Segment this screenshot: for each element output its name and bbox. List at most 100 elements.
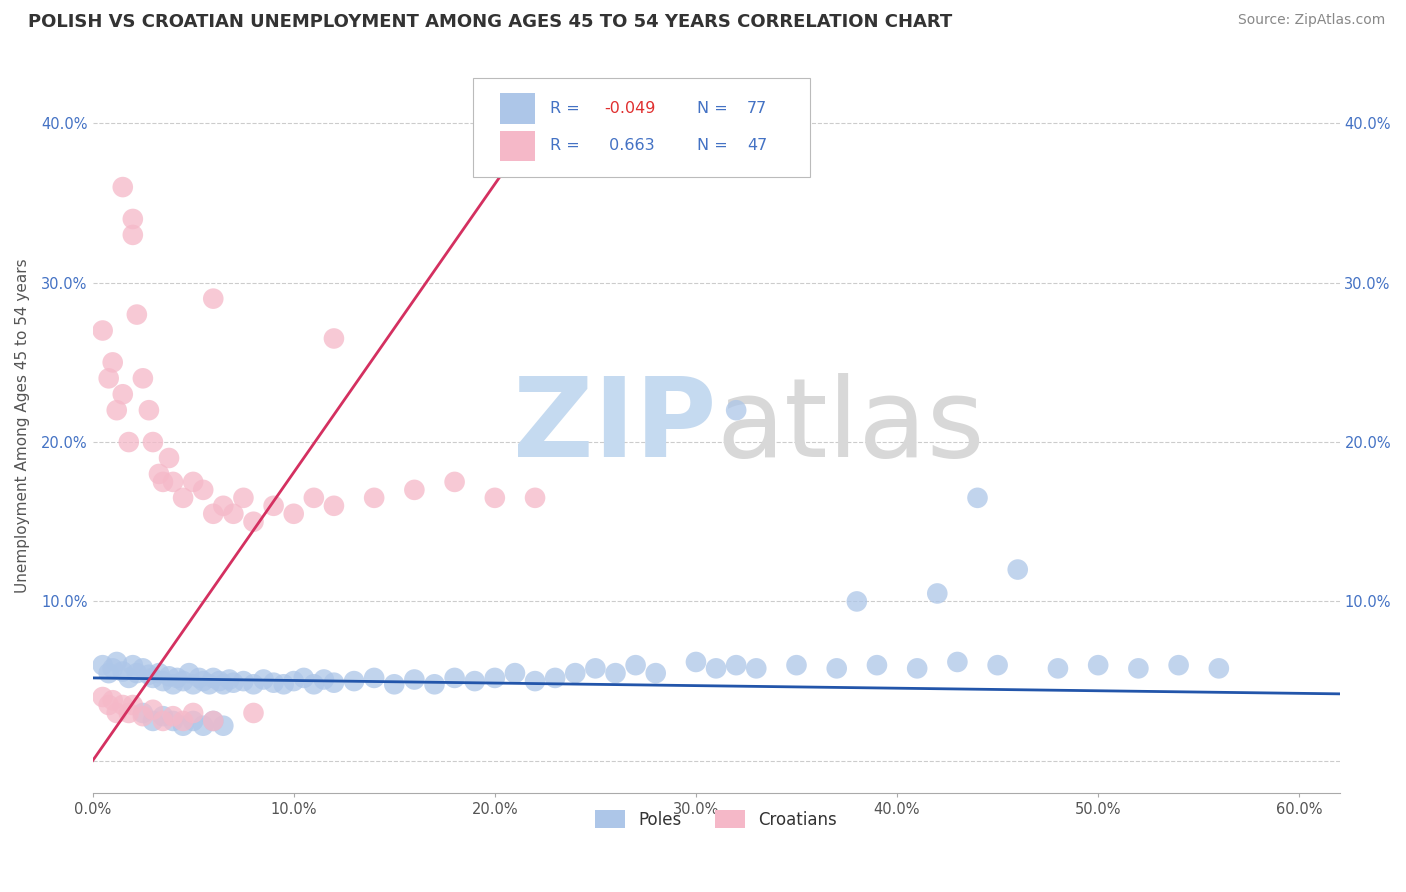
FancyBboxPatch shape	[472, 78, 810, 177]
Point	[685, 655, 707, 669]
Point	[142, 703, 165, 717]
Point	[121, 211, 143, 226]
Point	[125, 308, 148, 322]
Point	[172, 491, 194, 505]
Point	[302, 677, 325, 691]
Point	[181, 706, 204, 720]
Text: R =: R =	[550, 102, 585, 116]
Point	[423, 677, 446, 691]
Point	[323, 675, 346, 690]
Point	[343, 674, 366, 689]
Point	[987, 658, 1010, 673]
Point	[605, 666, 627, 681]
Point	[232, 491, 254, 505]
Point	[152, 475, 174, 489]
Point	[91, 324, 114, 338]
Point	[404, 483, 426, 497]
Point	[97, 698, 120, 712]
Point	[111, 387, 134, 401]
Point	[148, 666, 170, 681]
Point	[323, 331, 346, 345]
Point	[242, 515, 264, 529]
Point	[222, 507, 245, 521]
Point	[263, 675, 285, 690]
Point	[1208, 661, 1230, 675]
Text: atlas: atlas	[716, 373, 984, 480]
Point	[443, 475, 465, 489]
Point	[105, 706, 128, 720]
Text: N =: N =	[697, 102, 733, 116]
Point	[193, 719, 215, 733]
Point	[242, 677, 264, 691]
Point	[283, 507, 305, 521]
FancyBboxPatch shape	[501, 130, 536, 161]
Point	[111, 665, 134, 679]
Point	[218, 673, 240, 687]
Point	[142, 435, 165, 450]
Point	[464, 674, 486, 689]
Point	[363, 671, 385, 685]
Point	[725, 658, 748, 673]
Text: ZIP: ZIP	[513, 373, 716, 480]
Point	[404, 673, 426, 687]
Point	[152, 674, 174, 689]
Point	[283, 674, 305, 689]
Point	[583, 661, 606, 675]
Point	[101, 693, 124, 707]
Point	[105, 655, 128, 669]
Text: 47: 47	[747, 138, 768, 153]
Point	[157, 669, 180, 683]
Point	[152, 709, 174, 723]
Point	[101, 661, 124, 675]
Point	[786, 658, 808, 673]
Point	[252, 673, 274, 687]
Point	[181, 714, 204, 728]
Point	[111, 180, 134, 194]
Text: N =: N =	[697, 138, 733, 153]
Point	[132, 709, 155, 723]
Point	[363, 491, 385, 505]
Point	[181, 677, 204, 691]
Legend: Poles, Croatians: Poles, Croatians	[588, 804, 844, 836]
Point	[198, 677, 221, 691]
Point	[524, 491, 547, 505]
Point	[564, 666, 586, 681]
Point	[382, 677, 405, 691]
Point	[121, 658, 143, 673]
Point	[503, 666, 526, 681]
Point	[188, 671, 211, 685]
Point	[142, 671, 165, 685]
Point	[624, 658, 647, 673]
Point	[179, 666, 201, 681]
Point	[97, 371, 120, 385]
Point	[172, 719, 194, 733]
Text: 0.663: 0.663	[603, 138, 654, 153]
Point	[118, 706, 141, 720]
Point	[212, 719, 235, 733]
Point	[1007, 563, 1029, 577]
Point	[202, 292, 225, 306]
Point	[323, 499, 346, 513]
Point	[1128, 661, 1150, 675]
Point	[138, 667, 160, 681]
Point	[222, 675, 245, 690]
Point	[132, 661, 155, 675]
Point	[202, 507, 225, 521]
Point	[745, 661, 768, 675]
Point	[202, 714, 225, 728]
Point	[1087, 658, 1109, 673]
Point	[273, 677, 295, 691]
Point	[946, 655, 969, 669]
Point	[125, 666, 148, 681]
Point	[121, 227, 143, 242]
Point	[212, 499, 235, 513]
Point	[105, 403, 128, 417]
Point	[302, 491, 325, 505]
Point	[232, 674, 254, 689]
Text: R =: R =	[550, 138, 585, 153]
Point	[91, 658, 114, 673]
Point	[181, 475, 204, 489]
Point	[132, 706, 155, 720]
Point	[312, 673, 335, 687]
Point	[443, 671, 465, 685]
